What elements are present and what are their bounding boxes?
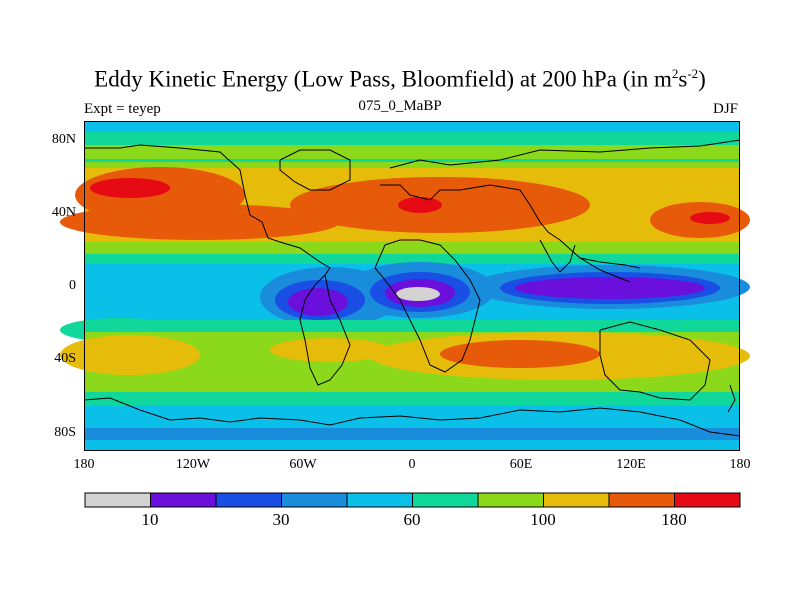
x-tick-label: 60E xyxy=(509,457,533,472)
x-tick-label: 120W xyxy=(175,457,211,472)
y-tick-label: 40N xyxy=(51,205,76,220)
season-label: DJF xyxy=(712,101,738,117)
colorbar-swatch xyxy=(84,492,151,508)
plot-title: Eddy Kinetic Energy (Low Pass, Bloomfiel… xyxy=(0,66,800,93)
colorbar-swatch xyxy=(346,492,413,508)
colorbar xyxy=(84,492,741,508)
contour-fill xyxy=(60,121,750,451)
x-tick-label: 120E xyxy=(616,457,646,472)
colorbar-swatch xyxy=(674,492,741,508)
colorbar-swatch xyxy=(412,492,479,508)
colorbar-swatch xyxy=(477,492,544,508)
x-tick-label: 60W xyxy=(289,457,317,472)
title-unit-s: s xyxy=(678,66,688,92)
x-tick-label: 180 xyxy=(73,457,95,472)
colorbar-label: 100 xyxy=(530,510,556,529)
colorbar-swatch xyxy=(543,492,610,508)
y-tick-label: 80N xyxy=(51,132,76,147)
map-frame xyxy=(84,121,740,451)
title-sup-2: -2 xyxy=(687,66,699,81)
coastline-outlines xyxy=(83,139,741,437)
colorbar-label: 30 xyxy=(272,510,290,529)
colorbar-label: 10 xyxy=(141,510,159,529)
y-tick-label: 80S xyxy=(54,425,76,440)
x-tick-label: 180 xyxy=(729,457,751,472)
colorbar-label: 60 xyxy=(403,510,421,529)
title-close: ) xyxy=(698,66,706,92)
y-tick-label: 0 xyxy=(69,278,76,293)
y-tick-label: 40S xyxy=(54,351,76,366)
title-text: Eddy Kinetic Energy (Low Pass, Bloomfiel… xyxy=(94,66,672,92)
experiment-label: Expt = teyep xyxy=(84,101,161,117)
case-label: 075_0_MaBP xyxy=(358,98,442,114)
colorbar-label: 180 xyxy=(661,510,687,529)
title-sup-1: 2 xyxy=(671,66,679,81)
x-tick-label: 0 xyxy=(408,457,416,472)
colorbar-swatch xyxy=(150,492,217,508)
colorbar-swatch xyxy=(608,492,675,508)
colorbar-swatch xyxy=(281,492,348,508)
colorbar-swatch xyxy=(215,492,282,508)
